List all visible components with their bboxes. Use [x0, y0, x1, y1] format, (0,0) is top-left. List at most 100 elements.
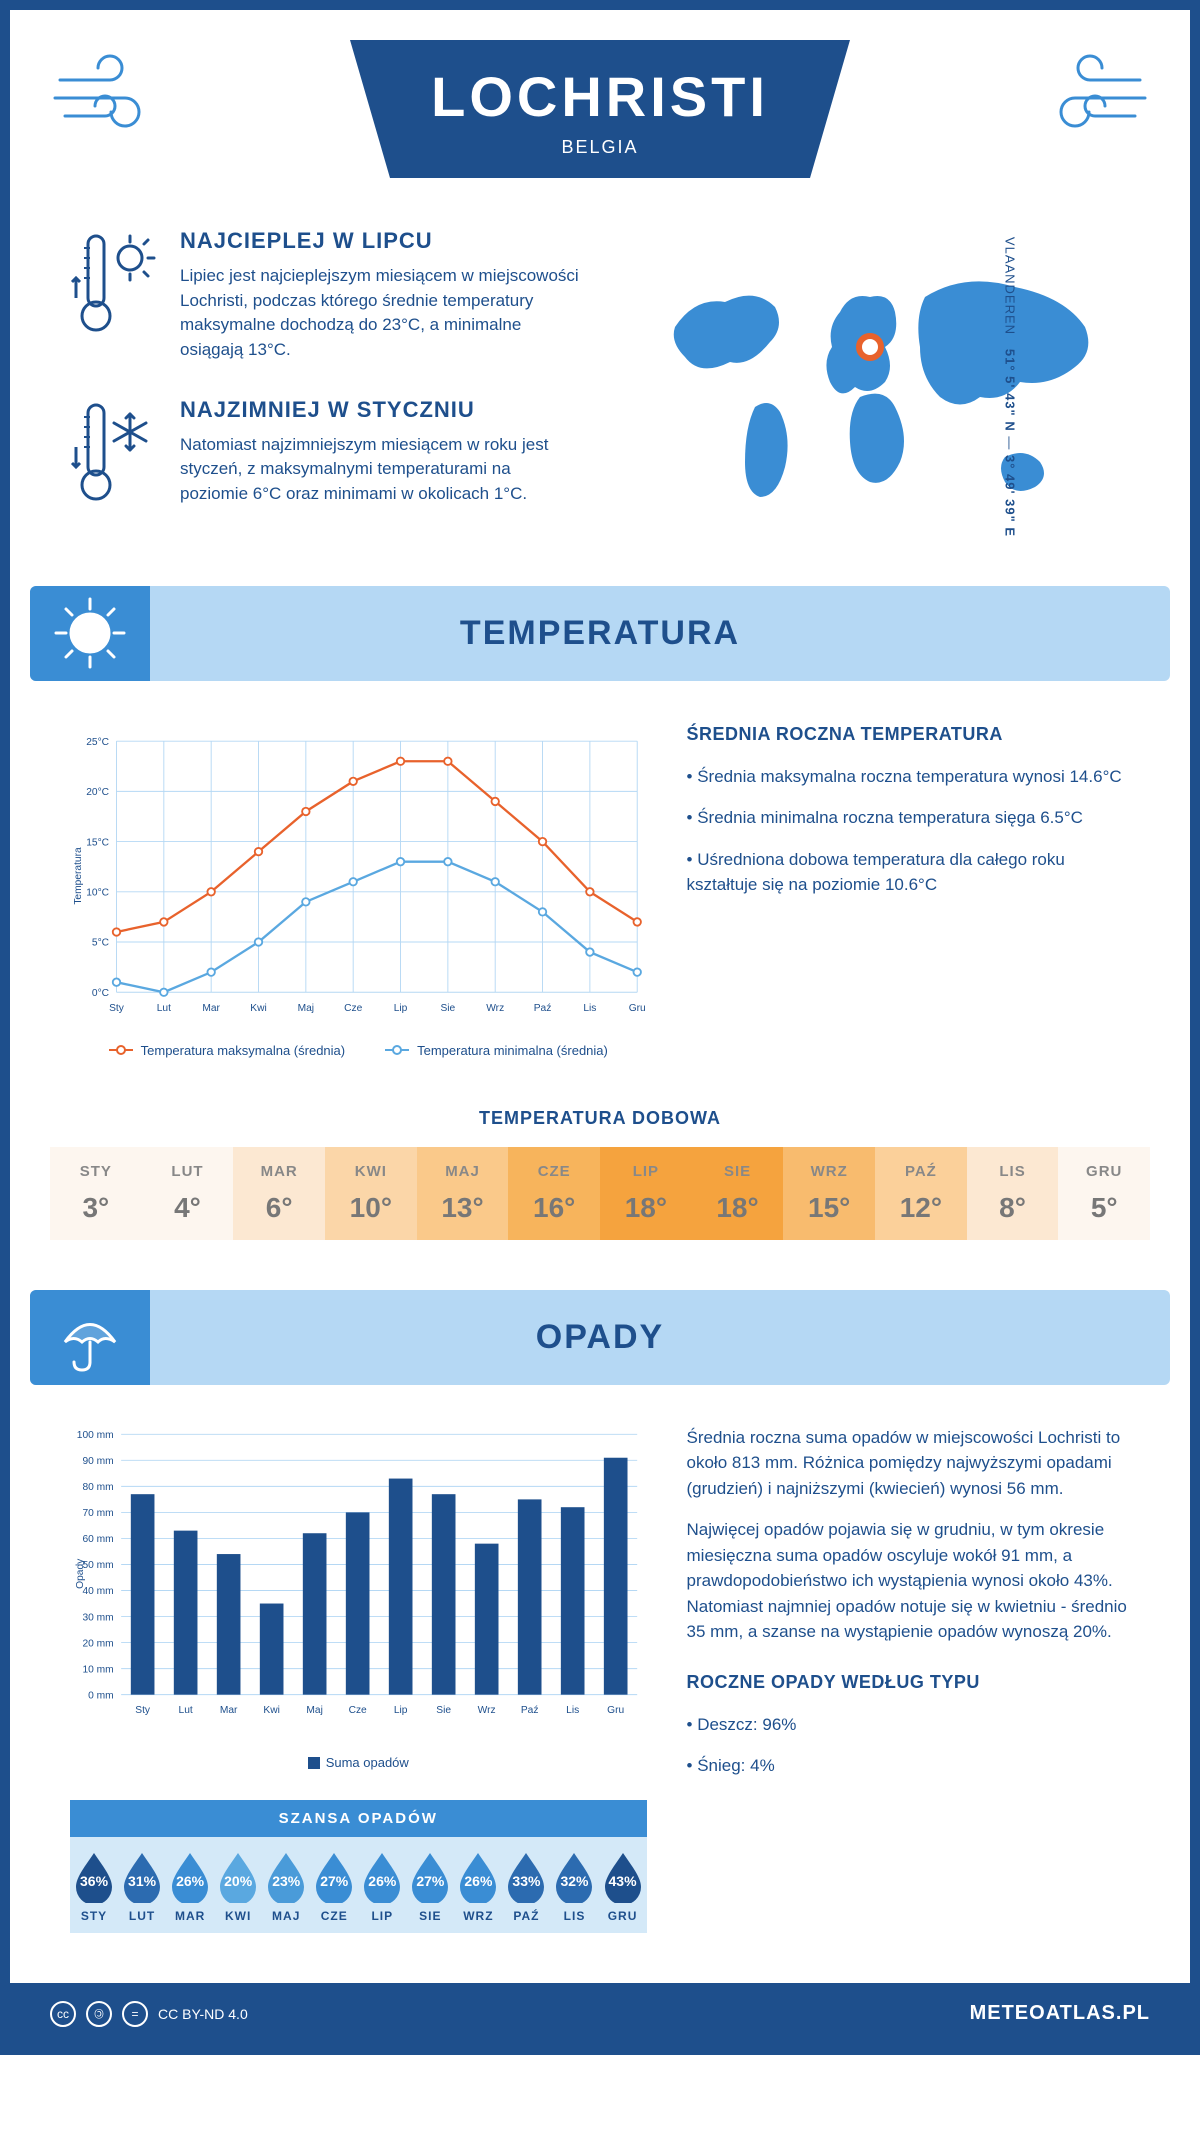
temp-summary-item: Uśredniona dobowa temperatura dla całego… [687, 847, 1130, 898]
svg-text:Paź: Paź [534, 1002, 552, 1013]
precip-chance-box: SZANSA OPADÓW 36% STY 31% LUT 26% MAR 20… [70, 1800, 647, 1933]
daily-temp-cell: LUT4° [142, 1147, 234, 1240]
precip-chance-cell: 33% PAŹ [502, 1837, 550, 1933]
svg-text:10°C: 10°C [86, 887, 109, 898]
precip-chance-cell: 27% CZE [310, 1837, 358, 1933]
precip-chart-legend: Suma opadów [70, 1755, 647, 1770]
svg-text:Mar: Mar [202, 1002, 220, 1013]
svg-text:Sty: Sty [109, 1002, 125, 1013]
cc-by-icon: 🄯 [86, 2001, 112, 2027]
svg-text:50 mm: 50 mm [82, 1560, 113, 1571]
svg-text:Paź: Paź [521, 1705, 539, 1716]
svg-text:Kwi: Kwi [263, 1705, 279, 1716]
daily-temp-heading: TEMPERATURA DOBOWA [10, 1108, 1190, 1129]
precip-chance-cell: 26% WRZ [454, 1837, 502, 1933]
svg-text:40 mm: 40 mm [82, 1586, 113, 1597]
wind-icon [1030, 50, 1150, 145]
intro-row: NAJCIEPLEJ W LIPCU Lipiec jest najcieple… [10, 218, 1190, 586]
svg-text:0°C: 0°C [92, 988, 109, 999]
svg-text:Lis: Lis [583, 1002, 596, 1013]
svg-text:20°C: 20°C [86, 787, 109, 798]
precip-chance-cell: 43% GRU [599, 1837, 647, 1933]
fact-coldest-heading: NAJZIMNIEJ W STYCZNIU [180, 397, 580, 423]
daily-temp-cell: GRU5° [1058, 1147, 1150, 1240]
svg-text:80 mm: 80 mm [82, 1482, 113, 1493]
thermometer-hot-icon [70, 228, 160, 363]
svg-text:Lip: Lip [394, 1002, 408, 1013]
daily-temp-cell: PAŹ12° [875, 1147, 967, 1240]
cc-icon: cc [50, 2001, 76, 2027]
cc-nd-icon: = [122, 2001, 148, 2027]
precip-chance-cell: 26% MAR [166, 1837, 214, 1933]
svg-text:30 mm: 30 mm [82, 1612, 113, 1623]
svg-text:Sty: Sty [135, 1705, 151, 1716]
svg-text:Gru: Gru [629, 1002, 646, 1013]
svg-text:Lip: Lip [394, 1705, 408, 1716]
svg-text:90 mm: 90 mm [82, 1456, 113, 1467]
precip-type-item: Deszcz: 96% [687, 1712, 1130, 1738]
section-title: TEMPERATURA [30, 614, 1170, 653]
svg-text:Temperatura: Temperatura [73, 847, 84, 905]
precip-chance-cell: 27% SIE [406, 1837, 454, 1933]
svg-text:Lut: Lut [179, 1705, 193, 1716]
daily-temp-cell: STY3° [50, 1147, 142, 1240]
daily-temp-cell: MAR6° [233, 1147, 325, 1240]
daily-temp-cell: WRZ15° [783, 1147, 875, 1240]
precip-summary: Średnia roczna suma opadów w miejscowośc… [687, 1425, 1130, 1933]
daily-temp-cell: MAJ13° [417, 1147, 509, 1240]
fact-coldest-body: Natomiast najzimniejszym miesiącem w rok… [180, 433, 580, 507]
page-footer: cc 🄯 = CC BY-ND 4.0 METEOATLAS.PL [10, 1983, 1190, 2045]
svg-text:Wrz: Wrz [486, 1002, 504, 1013]
brand-label: METEOATLAS.PL [970, 2002, 1150, 2025]
precip-chance-cell: 32% LIS [550, 1837, 598, 1933]
svg-text:15°C: 15°C [86, 837, 109, 848]
page-title: LOCHRISTI [420, 64, 780, 129]
precip-chance-cell: 26% LIP [358, 1837, 406, 1933]
sun-icon [30, 586, 150, 681]
fact-coldest: NAJZIMNIEJ W STYCZNIU Natomiast najzimni… [70, 397, 580, 512]
section-header-temperature: TEMPERATURA [30, 586, 1170, 681]
daily-temp-cell: KWI10° [325, 1147, 417, 1240]
svg-text:10 mm: 10 mm [82, 1664, 113, 1675]
precip-chance-cell: 31% LUT [118, 1837, 166, 1933]
coordinates-label: VLAANDEREN 51° 5' 43" N — 3° 49' 39" E [1002, 237, 1017, 537]
svg-text:Gru: Gru [607, 1705, 624, 1716]
title-banner: LOCHRISTI BELGIA [350, 40, 850, 178]
temperature-summary: ŚREDNIA ROCZNA TEMPERATURA Średnia maksy… [687, 721, 1130, 1058]
svg-text:60 mm: 60 mm [82, 1534, 113, 1545]
svg-text:Maj: Maj [298, 1002, 314, 1013]
svg-text:Maj: Maj [306, 1705, 322, 1716]
section-title: OPADY [30, 1318, 1170, 1357]
fact-warmest-body: Lipiec jest najcieplejszym miesiącem w m… [180, 264, 580, 363]
svg-text:Cze: Cze [349, 1705, 367, 1716]
page-subtitle: BELGIA [420, 137, 780, 158]
precip-type-item: Śnieg: 4% [687, 1753, 1130, 1779]
svg-text:Lut: Lut [157, 1002, 171, 1013]
precip-chance-cell: 36% STY [70, 1837, 118, 1933]
svg-text:Cze: Cze [344, 1002, 362, 1013]
precip-bar-chart: 0 mm10 mm20 mm30 mm40 mm50 mm60 mm70 mm8… [70, 1425, 647, 1745]
daily-temp-cell: LIS8° [967, 1147, 1059, 1240]
fact-warmest-heading: NAJCIEPLEJ W LIPCU [180, 228, 580, 254]
daily-temp-cell: SIE18° [692, 1147, 784, 1240]
svg-text:Sie: Sie [436, 1705, 451, 1716]
precip-chance-cell: 23% MAJ [262, 1837, 310, 1933]
daily-temp-cell: LIP18° [600, 1147, 692, 1240]
temp-chart-legend: Temperatura maksymalna (średnia) Tempera… [70, 1043, 647, 1058]
svg-text:100 mm: 100 mm [77, 1430, 114, 1441]
fact-warmest: NAJCIEPLEJ W LIPCU Lipiec jest najcieple… [70, 228, 580, 363]
wind-icon [50, 50, 170, 145]
daily-temp-table: STY3°LUT4°MAR6°KWI10°MAJ13°CZE16°LIP18°S… [50, 1147, 1150, 1240]
svg-text:Opady: Opady [75, 1557, 86, 1588]
section-header-precip: OPADY [30, 1290, 1170, 1385]
page-header: LOCHRISTI BELGIA [10, 10, 1190, 218]
svg-text:70 mm: 70 mm [82, 1508, 113, 1519]
temp-summary-item: Średnia maksymalna roczna temperatura wy… [687, 764, 1130, 790]
temp-summary-item: Średnia minimalna roczna temperatura się… [687, 805, 1130, 831]
svg-text:25°C: 25°C [86, 736, 109, 747]
license-label: CC BY-ND 4.0 [158, 2006, 248, 2022]
daily-temp-cell: CZE16° [508, 1147, 600, 1240]
svg-text:Wrz: Wrz [478, 1705, 496, 1716]
world-map: VLAANDEREN 51° 5' 43" N — 3° 49' 39" E [620, 228, 1130, 546]
temperature-line-chart: 0°C5°C10°C15°C20°C25°CStyLutMarKwiMajCze… [70, 721, 647, 1031]
